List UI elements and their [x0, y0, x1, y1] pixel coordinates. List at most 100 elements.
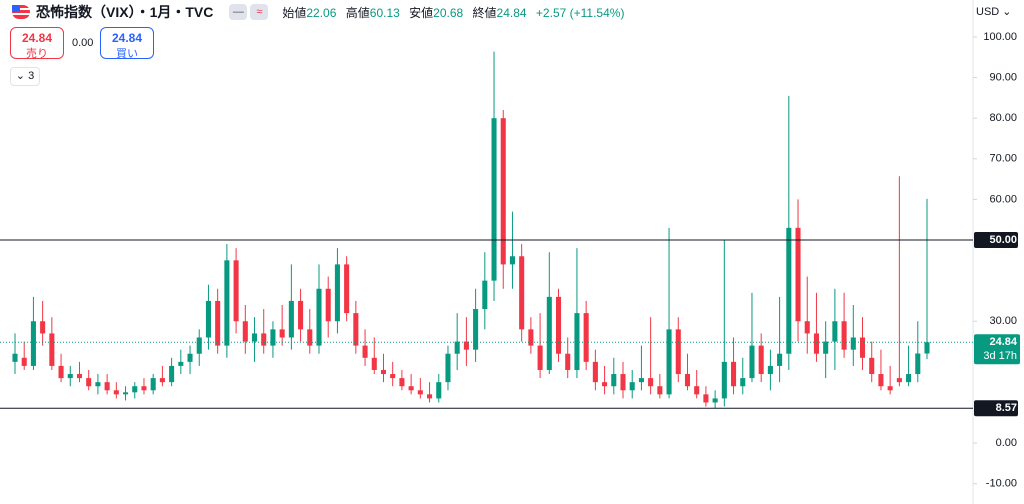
- candle-body: [390, 374, 396, 379]
- candle-body: [159, 378, 165, 383]
- y-tick-label: 60.00: [989, 193, 1017, 205]
- candle-body: [316, 288, 322, 346]
- candle-body: [150, 378, 156, 391]
- candle-body: [473, 309, 479, 350]
- collapse-button[interactable]: —: [229, 4, 248, 20]
- candle-body: [169, 365, 175, 383]
- candle-body: [500, 118, 506, 265]
- y-tick-label: -10.00: [986, 478, 1017, 490]
- candle-body: [298, 300, 304, 330]
- candle-body: [334, 264, 340, 322]
- candle-body: [583, 313, 589, 362]
- y-tick-label: 30.00: [989, 315, 1017, 327]
- candle-body: [288, 300, 294, 338]
- y-tick-label: 100.00: [983, 31, 1017, 43]
- candle-body: [629, 382, 635, 391]
- candle-body: [224, 260, 230, 346]
- y-tick-label: 70.00: [989, 153, 1017, 165]
- sell-button[interactable]: 24.84 売り: [10, 27, 64, 60]
- candle-body: [463, 341, 469, 350]
- candle-body: [454, 341, 460, 354]
- y-tick-label: 0.00: [996, 437, 1017, 449]
- candle-body: [325, 288, 331, 322]
- candle-body: [611, 374, 617, 387]
- last-price-box: [974, 334, 1020, 365]
- indicator-count: 3: [28, 70, 35, 82]
- candle-body: [638, 378, 644, 383]
- candle-body: [205, 300, 211, 338]
- candle-body: [215, 300, 221, 346]
- spread: 0.00: [72, 37, 94, 49]
- candle-body: [178, 361, 184, 366]
- candle-body: [132, 386, 138, 393]
- candle-body: [712, 398, 718, 403]
- candle-body: [353, 313, 359, 346]
- indicators-toggle[interactable]: ⌄ 3: [10, 67, 40, 86]
- candle-body: [427, 394, 433, 399]
- candle-body: [740, 378, 746, 387]
- candle-body: [703, 394, 709, 403]
- candle-body: [896, 378, 902, 383]
- candle-body: [924, 342, 930, 354]
- candle-body: [436, 382, 442, 399]
- candle-body: [344, 264, 350, 314]
- ohlc-value: 20.68: [433, 5, 464, 20]
- candle-body: [408, 386, 414, 391]
- candle-body: [887, 386, 893, 391]
- candle-body: [602, 382, 608, 387]
- y-tick-label: 90.00: [989, 71, 1017, 83]
- candle-body: [123, 392, 129, 395]
- ohlc-value: 60.13: [369, 5, 400, 20]
- candle-body: [721, 361, 727, 399]
- candle-body: [445, 353, 451, 383]
- countdown-label: 3d 17h: [983, 350, 1017, 362]
- ohlc-label: 終値: [472, 5, 497, 20]
- ohlc-label: 安値: [409, 5, 434, 20]
- candle-body: [786, 227, 792, 354]
- candle-body: [307, 329, 313, 346]
- candle-body: [279, 329, 285, 338]
- candle-body: [555, 296, 562, 354]
- candle-body: [76, 374, 83, 379]
- candle-body: [113, 390, 119, 395]
- candle-body: [813, 333, 819, 354]
- ohlc: 始値22.06 高値60.13 安値20.68 終値24.84 +2.57 (+…: [276, 4, 624, 21]
- buy-label: 買い: [116, 48, 138, 60]
- candle-body: [694, 386, 700, 395]
- currency: USD: [976, 6, 1000, 18]
- candle-body: [574, 313, 580, 370]
- change-pct: (+11.54%): [569, 5, 625, 20]
- candle-body: [482, 280, 488, 310]
- currency-select[interactable]: USD ⌄: [976, 6, 1012, 18]
- flag-icon: [12, 5, 30, 19]
- y-tick-label: 80.00: [989, 112, 1017, 124]
- compare-button[interactable]: ≈: [250, 4, 269, 20]
- candle-body: [859, 337, 866, 358]
- candle-body: [565, 353, 571, 370]
- candle-body: [749, 345, 755, 379]
- candle-body: [86, 378, 92, 387]
- candle-body: [528, 329, 534, 346]
- candle-body: [67, 374, 73, 379]
- candle-body: [795, 227, 801, 322]
- candle-body: [684, 374, 691, 387]
- price-label-box: [974, 232, 1018, 249]
- candle-body: [906, 374, 912, 383]
- buy-button[interactable]: 24.84 買い: [100, 27, 154, 60]
- candle-body: [915, 353, 921, 375]
- ohlc-value: 22.06: [306, 5, 337, 20]
- ohlc-label: 高値: [345, 5, 370, 20]
- candle-body: [878, 374, 884, 387]
- candle-body: [399, 378, 405, 387]
- candle-body: [767, 365, 773, 375]
- candle-body: [362, 345, 368, 358]
- ohlc-label: 始値: [282, 5, 307, 20]
- sell-price: 24.84: [21, 31, 53, 45]
- candle-body: [675, 329, 681, 375]
- symbol-title: 恐怖指数（VIX）・1月・TVC: [36, 4, 214, 20]
- candle-body: [196, 337, 202, 354]
- candle-body: [666, 329, 672, 395]
- candle-body: [95, 382, 101, 387]
- candle-body: [233, 260, 239, 322]
